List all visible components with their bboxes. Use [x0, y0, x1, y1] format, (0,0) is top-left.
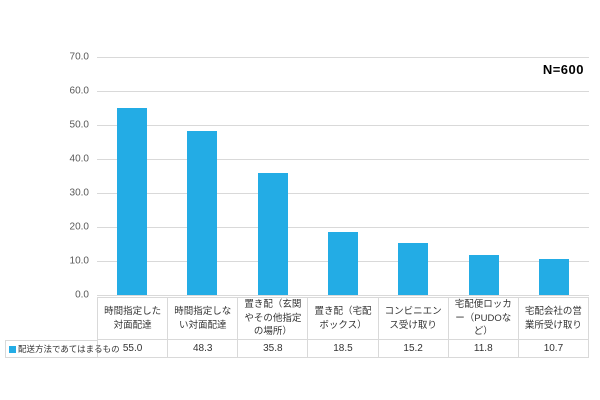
legend-key: 配送方法であてはまるもの: [5, 340, 120, 358]
data-table: 時間指定した対面配達 時間指定しない対面配達 置き配（玄関やその他指定の場所） 置き配…: [97, 297, 589, 358]
gridline: [97, 125, 589, 126]
value-cell: 10.7: [518, 340, 589, 358]
bar-column: [519, 57, 589, 295]
y-tick-label: 0.0: [75, 289, 89, 301]
gridline: [97, 57, 589, 58]
bar: [117, 108, 148, 295]
category-header-cell: 時間指定しない対面配達: [168, 298, 239, 340]
y-tick-label: 40.0: [69, 153, 89, 165]
plot-area: 0.0 10.0 20.0 30.0 40.0 50.0 60.0 70.0: [70, 52, 589, 301]
y-tick-label: 50.0: [69, 119, 89, 131]
y-tick-label: 70.0: [69, 51, 89, 63]
bar: [327, 232, 358, 295]
bar-column: [378, 57, 448, 295]
category-header-cell: 宅配便ロッカー（PUDOなど）: [448, 298, 519, 340]
category-header-cell: コンビニエンス受け取り: [378, 298, 449, 340]
legend-label: 配送方法であてはまるもの: [18, 344, 120, 354]
bar: [468, 254, 499, 295]
bar: [257, 173, 288, 295]
value-cell: 48.3: [168, 340, 239, 358]
y-tick-label: 10.0: [69, 255, 89, 267]
category-header-cell: 置き配（宅配ボックス）: [308, 298, 379, 340]
bar: [187, 130, 218, 295]
bar: [538, 258, 569, 295]
value-cell: 18.5: [308, 340, 379, 358]
gridline: [97, 295, 589, 296]
category-header-cell: 宅配会社の営業所受け取り: [518, 298, 589, 340]
bar-column: [97, 57, 167, 295]
gridline: [97, 91, 589, 92]
y-tick-label: 30.0: [69, 187, 89, 199]
legend-marker-icon: [9, 345, 16, 353]
y-tick-label: 20.0: [69, 221, 89, 233]
gridline: [97, 159, 589, 160]
bar: [398, 243, 429, 295]
y-tick-label: 60.0: [69, 85, 89, 97]
category-header-cell: 時間指定した対面配達: [98, 298, 169, 340]
sample-size-label: N=600: [542, 62, 584, 77]
value-cell: 11.8: [448, 340, 519, 358]
gridline: [97, 193, 589, 194]
value-cell: 35.8: [238, 340, 309, 358]
value-cell: 15.2: [378, 340, 449, 358]
value-cell: 55.0: [98, 340, 169, 358]
bar-column: [238, 57, 308, 295]
gridline: [97, 227, 589, 228]
bar-column: [448, 57, 518, 295]
bar-column: [167, 57, 237, 295]
bar-column: [308, 57, 378, 295]
category-header-cell: 置き配（玄関やその他指定の場所）: [238, 298, 309, 340]
